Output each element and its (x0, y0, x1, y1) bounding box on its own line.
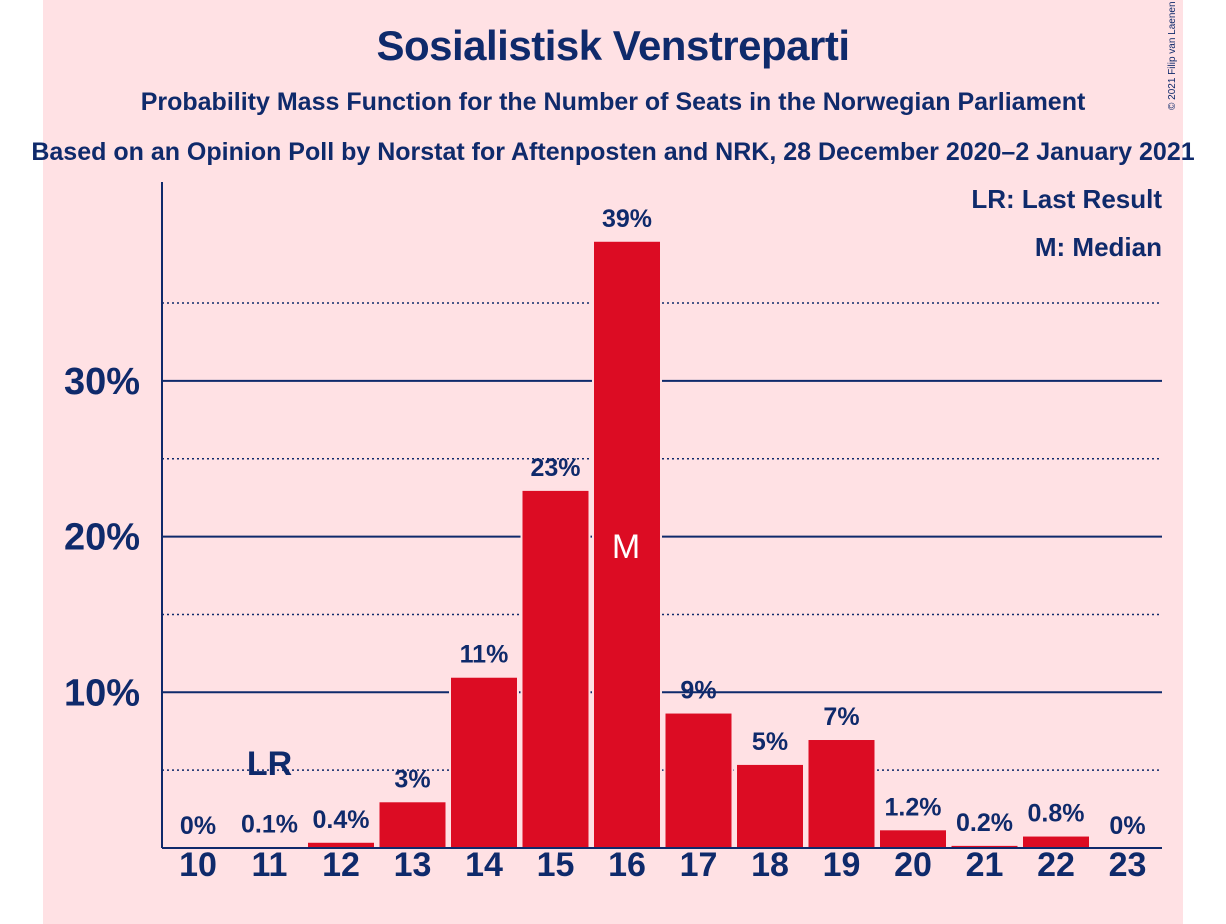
bar-value-label: 3% (394, 765, 430, 793)
x-tick-label: 21 (966, 846, 1004, 884)
bar-value-label: 0.4% (313, 806, 370, 834)
chart-source-subtitle: Based on an Opinion Poll by Norstat for … (31, 138, 1195, 166)
chart-title: Sosialistisk Venstreparti (376, 22, 850, 69)
bar-value-label: 1.2% (885, 793, 942, 821)
bar-value-label: 0.2% (956, 809, 1013, 837)
bar-value-label: 5% (752, 728, 788, 756)
x-tick-label: 15 (537, 846, 575, 884)
bar (520, 488, 591, 849)
legend-last-result: LR: Last Result (971, 184, 1162, 214)
x-tick-label: 23 (1109, 846, 1147, 884)
bar (377, 800, 448, 849)
y-tick-label: 10% (64, 672, 140, 714)
bar-value-label: 0.1% (241, 810, 298, 838)
bar (735, 762, 805, 849)
chart-subtitle: Probability Mass Function for the Number… (140, 88, 1086, 116)
x-tick-label: 22 (1037, 846, 1075, 884)
value-label-background (603, 204, 651, 233)
x-tick-label: 11 (252, 846, 288, 884)
bar-value-label: 11% (460, 641, 509, 669)
bar (592, 239, 662, 849)
bar (806, 738, 877, 850)
bar-value-label: 9% (680, 677, 716, 705)
bar-value-label: 39% (602, 205, 652, 233)
bar (663, 711, 734, 850)
x-tick-label: 12 (322, 846, 360, 884)
bar-value-label: 0.8% (1028, 800, 1085, 828)
x-tick-label: 17 (680, 846, 718, 884)
x-tick-label: 20 (894, 846, 932, 884)
bar-value-label: 0% (180, 812, 216, 840)
bar-value-label: 7% (823, 703, 859, 731)
y-tick-label: 30% (64, 361, 140, 403)
x-tick-label: 14 (465, 846, 503, 884)
median-marker: M (612, 528, 640, 566)
x-tick-label: 18 (751, 846, 789, 884)
x-tick-label: 10 (179, 846, 217, 884)
y-tick-label: 20% (64, 517, 140, 559)
x-tick-label: 13 (394, 846, 432, 884)
last-result-marker: LR (247, 745, 292, 783)
bar (449, 675, 519, 849)
legend-median: M: Median (1034, 232, 1162, 262)
x-tick-label: 16 (608, 846, 646, 884)
bar-value-label: 0% (1109, 812, 1145, 840)
x-tick-label: 19 (823, 846, 861, 884)
bar-value-label: 23% (530, 454, 580, 482)
